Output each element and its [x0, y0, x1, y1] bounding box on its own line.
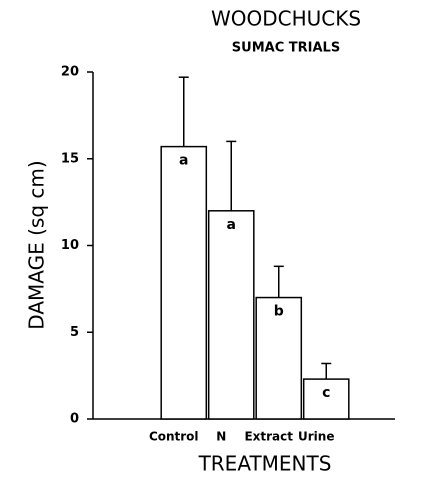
- y-tick-label: 5: [70, 325, 79, 340]
- y-tick-label: 20: [61, 65, 79, 80]
- bar: [207, 210, 255, 420]
- bar-annotation: b: [274, 304, 284, 320]
- x-tick-label: Extract: [244, 430, 293, 444]
- bar: [160, 145, 208, 420]
- x-tick-label: Urine: [298, 430, 334, 444]
- bar: [255, 296, 303, 420]
- y-axis-label: DAMAGE (sq cm): [25, 160, 49, 329]
- bar: [302, 378, 350, 420]
- bar-annotation: c: [322, 385, 330, 401]
- bar-annotation: a: [179, 153, 188, 169]
- y-tick-label: 15: [61, 151, 79, 166]
- y-tick-label: 0: [70, 412, 79, 427]
- bar-annotation: a: [227, 217, 236, 233]
- chart-subtitle: SUMAC TRIALS: [232, 41, 340, 56]
- chart-title: WOODCHUCKS: [211, 7, 361, 31]
- x-tick-label: N: [216, 430, 226, 444]
- x-axis-label: TREATMENTS: [198, 452, 332, 476]
- x-tick-label: Control: [149, 430, 199, 444]
- y-tick-label: 10: [61, 238, 79, 253]
